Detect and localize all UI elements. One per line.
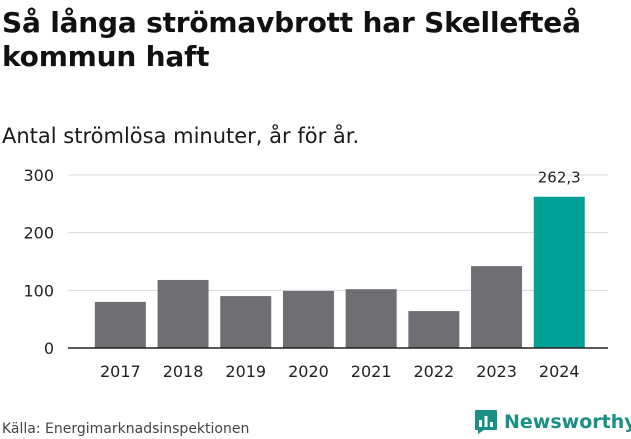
data-label-2024: 262,3 [538, 169, 581, 187]
bar-2021 [345, 289, 397, 348]
bar-2023 [471, 266, 523, 348]
bar-2024 [533, 196, 585, 348]
x-tick-label: 2024 [539, 362, 580, 381]
bar-2020 [282, 290, 334, 348]
brand-name: Newsworthy [504, 411, 631, 433]
x-tick-label: 2018 [163, 362, 204, 381]
x-tick-label: 2021 [351, 362, 392, 381]
y-tick-label: 200 [23, 224, 54, 243]
chart-subtitle: Antal strömlösa minuter, år för år. [2, 124, 360, 148]
x-tick-label: 2022 [413, 362, 454, 381]
bar-2019 [220, 296, 272, 348]
bar-chart: 0 100 200 300 2017 2018 2019 2020 2021 2022 2023 20… [23, 166, 608, 381]
bar-2018 [157, 279, 209, 348]
brand-logo[interactable]: Newsworthy [474, 408, 631, 436]
x-tick-label: 2023 [476, 362, 517, 381]
bar-2017 [94, 301, 146, 348]
chart-title: Så långa strömavbrott har Skellefteå kom… [2, 6, 581, 73]
bar-2022 [408, 311, 460, 348]
x-tick-label: 2019 [225, 362, 266, 381]
y-tick-label: 0 [44, 339, 54, 358]
x-tick-label: 2020 [288, 362, 329, 381]
x-tick-label: 2017 [100, 362, 141, 381]
source-note: Källa: Energimarknadsinspektionen [2, 421, 250, 437]
newsworthy-logo-icon [475, 410, 497, 434]
y-tick-label: 100 [23, 281, 54, 300]
y-tick-label: 300 [23, 166, 54, 185]
